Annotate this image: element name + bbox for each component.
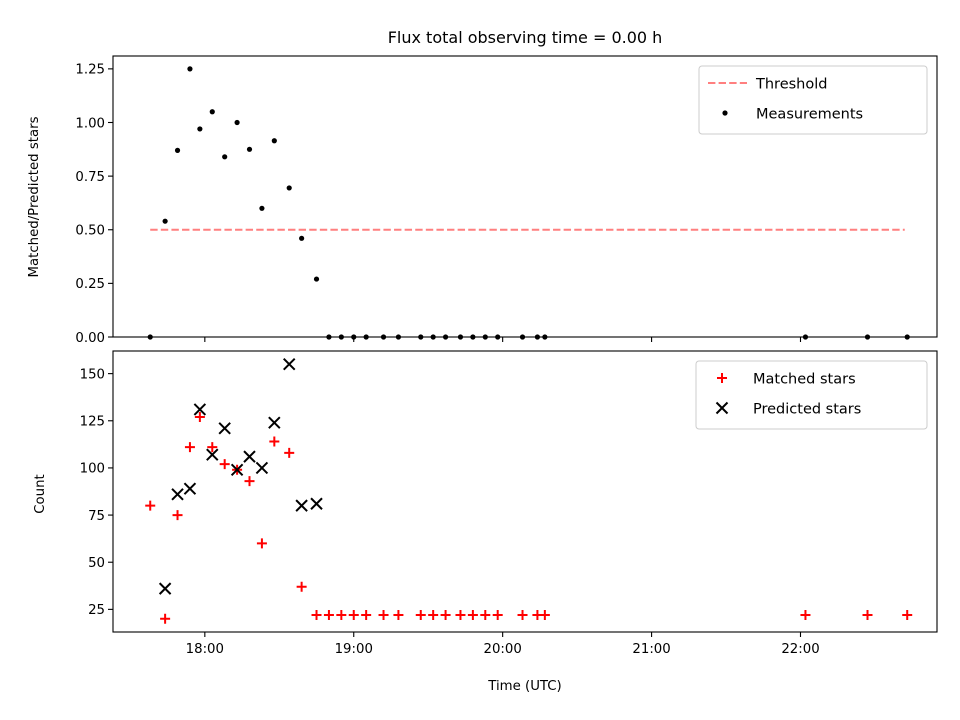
bottom-y-axis-label: Count [33, 474, 48, 514]
matched-stars-point [492, 610, 503, 621]
y-tick-label: 150 [80, 367, 105, 382]
matched-stars-point [428, 610, 439, 621]
matched-stars-point [184, 442, 195, 453]
matched-stars-point [160, 613, 171, 624]
matched-stars-point [311, 610, 322, 621]
y-tick-label: 1.25 [75, 63, 105, 78]
top-axes: 0.00 0.25 0.50 0.75 1.00 1.25 [75, 55, 938, 346]
matched-stars-point [145, 500, 156, 511]
matched-stars-point [296, 581, 307, 592]
predicted-stars-point [295, 499, 308, 512]
y-tick-label: 25 [88, 603, 105, 618]
measurements-point [246, 146, 253, 152]
x-tick-label: 18:00 [186, 642, 224, 657]
y-tick-label: 75 [88, 509, 105, 524]
predicted-stars-point [183, 482, 197, 495]
matched-stars-point [415, 610, 426, 621]
x-tick-label: 19:00 [335, 642, 373, 657]
predicted-stars-point [218, 422, 231, 435]
flux-ratio-panel: Flux total observing time = 0.00 h Match… [27, 28, 938, 346]
y-tick-label: 0.50 [75, 224, 105, 239]
legend-handle-predicted-stars [715, 401, 729, 415]
y-tick-label: 125 [80, 415, 105, 430]
matched-stars-point [480, 610, 491, 621]
predicted-stars-point [268, 416, 281, 429]
predicted-stars-point [193, 403, 207, 416]
measurements-point [299, 235, 305, 241]
y-tick-label: 0.75 [75, 170, 105, 185]
chart-title: Flux total observing time = 0.00 h [388, 28, 663, 47]
y-tick-label: 0.00 [75, 331, 105, 346]
plot-frame [112, 350, 938, 633]
predicted-stars-point [230, 463, 244, 477]
y-tick-label: 1.00 [75, 116, 105, 131]
x-tick-label: 22:00 [781, 642, 819, 657]
matched-stars-point [284, 447, 295, 458]
bottom-axes: 25 50 75 100 125 150 18:00 19:00 20:00 21:00 22:00 [80, 350, 938, 657]
matched-stars-point [256, 538, 267, 549]
matched-stars-point [517, 610, 528, 621]
matched-stars-point [539, 610, 550, 621]
predicted-stars-point [158, 582, 172, 595]
predicted-stars-point [255, 461, 269, 475]
x-tick-label: 21:00 [632, 642, 670, 657]
matched-stars-point [219, 459, 230, 470]
y-tick-label: 50 [88, 556, 105, 571]
measurements-point [197, 126, 203, 132]
top-legend: Threshold Measurements [698, 65, 928, 135]
legend-label: Predicted stars [753, 402, 861, 418]
matched-stars-point [244, 476, 255, 487]
matched-stars-point [455, 610, 466, 621]
measurements-point [187, 66, 193, 72]
bottom-plot-marks [145, 357, 913, 624]
measurements-point [259, 205, 265, 211]
legend-label: Threshold [755, 77, 827, 93]
matched-stars-point [323, 610, 334, 621]
plot-frame [112, 55, 938, 338]
measurements-point [286, 185, 292, 191]
predicted-stars-point [243, 450, 256, 463]
legend-handle-measurements [722, 110, 728, 116]
x-axis-label: Time (UTC) [487, 679, 562, 694]
matched-stars-point [440, 610, 451, 621]
matched-stars-point [207, 442, 218, 453]
matched-stars-point [172, 510, 183, 521]
matched-stars-point [378, 610, 389, 621]
x-tick-label: 20:00 [483, 642, 521, 657]
matched-stars-point [348, 610, 359, 621]
measurements-point [313, 276, 320, 282]
measurements-point [234, 119, 240, 126]
matched-stars-point [862, 610, 873, 621]
matched-stars-point [800, 610, 811, 621]
measurements-point [174, 147, 181, 153]
legend-box [695, 360, 928, 430]
y-tick-label: 100 [80, 462, 105, 477]
legend-box [698, 65, 928, 135]
y-tick-label: 0.25 [75, 277, 105, 292]
predicted-stars-point [206, 448, 219, 461]
predicted-stars-point [171, 488, 184, 501]
predicted-stars-point [283, 357, 296, 371]
measurements-point [271, 138, 277, 144]
matched-stars-point [467, 610, 478, 621]
legend-handle-matched-stars [717, 373, 727, 383]
star-count-panel: Count Time (UTC) 25 50 75 100 125 150 18:00 19:… [33, 350, 938, 694]
matched-stars-point [194, 412, 205, 423]
matched-stars-point [336, 610, 347, 621]
matched-stars-point [902, 610, 913, 621]
predicted-stars-point [310, 497, 323, 510]
matched-stars-point [269, 436, 280, 447]
top-y-axis-label: Matched/Predicted stars [27, 116, 42, 277]
measurements-point [209, 109, 215, 115]
legend-label: Measurements [756, 107, 863, 123]
measurements-point [222, 154, 228, 160]
measurements-point [162, 218, 168, 224]
matched-stars-point [393, 610, 404, 621]
matched-stars-point [361, 610, 372, 621]
bottom-legend: Matched stars Predicted stars [695, 360, 928, 430]
legend-label: Matched stars [753, 372, 856, 388]
